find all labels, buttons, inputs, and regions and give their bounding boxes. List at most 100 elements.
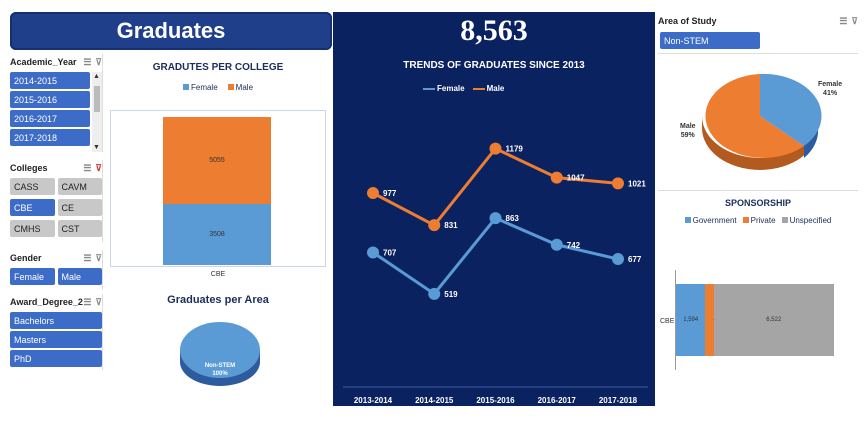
legend-male: Male [472, 84, 504, 93]
academic-year-slicer: Academic_Year ☰ ⊽ 2014-2015 2015-2016 201… [10, 54, 103, 152]
data-point-female[interactable] [550, 238, 563, 251]
slicer-item-cavm[interactable]: CAVM [57, 178, 102, 195]
data-label-government: 1,594 [683, 317, 699, 323]
legend-female: Female [182, 83, 218, 92]
clear-filter-icon[interactable]: ⊽ [851, 15, 858, 26]
sponsorship-bar: 1,594 447 6,522 [676, 284, 834, 356]
slicer-item-phd[interactable]: PhD [10, 350, 102, 367]
data-label: 707 [383, 248, 397, 257]
chart-legend: Female Male [106, 83, 330, 92]
data-label-male: 5055 [209, 157, 225, 165]
area-chart-panel: Graduates per Area Non-STEM 100% [106, 288, 330, 406]
slicer-item-cbe[interactable]: CBE [10, 199, 55, 216]
area-of-study-slicer: Area of Study ☰ ⊽ Non-STEM [658, 12, 858, 54]
sponsorship-panel: SPONSORSHIP Government Private Unspecifi… [658, 194, 858, 406]
data-point-male[interactable] [489, 142, 502, 155]
data-point-male[interactable] [550, 171, 563, 184]
clear-filter-icon[interactable]: ⊽ [95, 296, 102, 307]
slicer-item-ce[interactable]: CE [57, 199, 102, 216]
data-point-female[interactable] [428, 287, 441, 300]
multi-select-icon[interactable]: ☰ [83, 162, 92, 173]
slicer-item-2017-2018[interactable]: 2017-2018 [10, 129, 90, 146]
slicer-item-cst[interactable]: CST [57, 220, 102, 237]
bar-government[interactable]: 1,594 [676, 284, 706, 356]
pie-label-male: Male 59% [680, 123, 696, 139]
series-line-female[interactable] [372, 216, 619, 296]
trend-title: TRENDS OF GRADUATES SINCE 2013 [403, 60, 585, 71]
study-pie-panel: Female 41% Male 59% [658, 54, 858, 191]
bar-female[interactable]: 3508 [163, 204, 271, 265]
bar-male[interactable]: 5055 [163, 117, 271, 205]
scroll-thumb[interactable] [94, 86, 100, 112]
slicer-item-2014-2015[interactable]: 2014-2015 [10, 72, 90, 89]
pie-label: Non-STEM 100% [204, 363, 236, 377]
trend-panel: 8,563 TRENDS OF GRADUATES SINCE 2013 Fem… [333, 12, 655, 406]
chart-title: Graduates per Area [167, 294, 269, 306]
slicer-title: Award_Degree_2 [10, 297, 83, 307]
data-label: 1047 [567, 174, 585, 183]
data-label: 863 [506, 214, 520, 223]
multi-select-icon[interactable]: ☰ [83, 296, 92, 307]
pie-slice-female [760, 73, 822, 146]
area-pie[interactable] [176, 310, 266, 390]
bar-unspecified[interactable]: 6,522 [713, 284, 834, 356]
x-tick-cbe: CBE [210, 271, 226, 278]
chart-legend: Government Private Unspecified [658, 216, 858, 225]
slicer-item-female[interactable]: Female [10, 268, 55, 285]
slicer-item-2016-2017[interactable]: 2016-2017 [10, 110, 90, 127]
legend-male: Male [227, 83, 253, 92]
multi-select-icon[interactable]: ☰ [839, 15, 848, 26]
data-point-male[interactable] [612, 177, 624, 190]
data-label-female: 3508 [209, 231, 225, 239]
axis-line [675, 270, 676, 370]
data-label: 977 [383, 189, 397, 198]
study-pie[interactable] [696, 62, 826, 174]
slicer-item-masters[interactable]: Masters [10, 331, 102, 348]
y-tick-cbe: CBE [660, 318, 675, 325]
data-point-female[interactable] [367, 246, 379, 259]
data-point-female[interactable] [489, 212, 502, 225]
slicer-item-nonstem[interactable]: Non-STEM [660, 32, 760, 49]
scroll-down-icon[interactable]: ▼ [93, 144, 100, 151]
slicer-scrollbar[interactable]: ▲ ▼ [92, 72, 102, 152]
data-label: 519 [444, 290, 458, 299]
x-tick-label: 2017-2018 [599, 396, 638, 405]
legend-government: Government [684, 216, 737, 225]
slicer-item-2015-2016[interactable]: 2015-2016 [10, 91, 90, 108]
slicer-item-cmhs[interactable]: CMHS [10, 220, 55, 237]
clear-filter-icon[interactable]: ⊽ [95, 56, 102, 67]
x-tick-label: 2016-2017 [538, 396, 577, 405]
college-chart-panel: GRADUTES PER COLLEGE Female Male 5055 35… [106, 54, 330, 284]
legend-female: Female [423, 84, 465, 93]
slicer-item-male[interactable]: Male [57, 268, 102, 285]
scroll-up-icon[interactable]: ▲ [93, 73, 100, 80]
slicer-item-bachelors[interactable]: Bachelors [10, 312, 102, 329]
trend-line-chart: 2013-2014 2014-2015 2015-2016 2016-2017 2017… [343, 142, 648, 405]
chart-title: GRADUTES PER COLLEGE [152, 62, 284, 73]
data-label: 677 [628, 255, 642, 264]
data-label: 1021 [628, 179, 646, 188]
x-tick-label: 2014-2015 [415, 396, 454, 405]
slicer-title: Area of Study [658, 16, 717, 26]
data-point-female[interactable] [612, 253, 624, 266]
slicer-item-cass[interactable]: CASS [10, 178, 55, 195]
multi-select-icon[interactable]: ☰ [83, 252, 92, 263]
total-graduates: 8,563 [460, 14, 528, 47]
x-tick-label: 2013-2014 [354, 396, 393, 405]
legend-unspecified: Unspecified [781, 216, 831, 225]
slicer-title: Gender [10, 253, 42, 263]
clear-filter-icon[interactable]: ⊽ [95, 162, 102, 173]
data-point-male[interactable] [428, 219, 441, 232]
chart-title: SPONSORSHIP [724, 198, 791, 208]
bar-private[interactable]: 447 [705, 284, 724, 356]
clear-filter-icon[interactable]: ⊽ [95, 252, 102, 263]
pie-slice-male [705, 74, 804, 158]
multi-select-icon[interactable]: ☰ [83, 56, 92, 67]
data-label: 742 [567, 241, 581, 250]
data-point-male[interactable] [367, 187, 379, 200]
dashboard-title: Graduates [10, 12, 332, 50]
data-label: 831 [444, 221, 458, 230]
slicer-title: Colleges [10, 163, 48, 173]
gender-slicer: Gender ☰ ⊽ Female Male [10, 250, 103, 290]
colleges-slicer: Colleges ☰ ⊽ CASS CAVM CBE CE CMHS CST [10, 160, 103, 242]
